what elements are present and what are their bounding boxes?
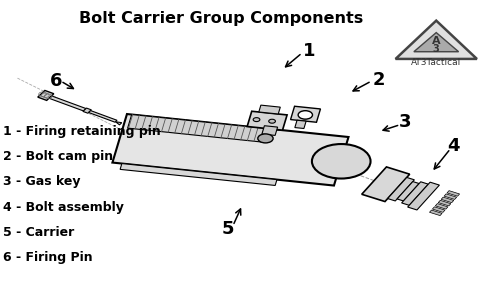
Text: 6: 6 bbox=[49, 72, 62, 90]
Text: 3: 3 bbox=[399, 113, 411, 131]
Polygon shape bbox=[49, 96, 86, 111]
Polygon shape bbox=[388, 177, 414, 201]
Polygon shape bbox=[396, 21, 477, 59]
Text: AT3Tactical: AT3Tactical bbox=[411, 59, 461, 67]
Text: 4: 4 bbox=[447, 137, 459, 155]
Polygon shape bbox=[402, 182, 428, 205]
Circle shape bbox=[312, 144, 371, 179]
Polygon shape bbox=[112, 114, 348, 186]
Text: 5 - Carrier: 5 - Carrier bbox=[3, 226, 74, 239]
Circle shape bbox=[258, 134, 273, 143]
Polygon shape bbox=[262, 126, 277, 135]
Polygon shape bbox=[438, 200, 451, 206]
Polygon shape bbox=[430, 210, 442, 216]
Text: 3: 3 bbox=[433, 44, 440, 54]
Polygon shape bbox=[414, 33, 458, 52]
Polygon shape bbox=[116, 122, 122, 125]
Text: Bolt Carrier Group Components: Bolt Carrier Group Components bbox=[79, 10, 363, 25]
Polygon shape bbox=[89, 111, 117, 122]
Circle shape bbox=[269, 119, 276, 123]
Text: 3 - Gas key: 3 - Gas key bbox=[3, 175, 81, 188]
Polygon shape bbox=[444, 194, 456, 200]
Polygon shape bbox=[247, 111, 287, 130]
Text: 2 - Bolt cam pin: 2 - Bolt cam pin bbox=[3, 150, 113, 163]
Polygon shape bbox=[259, 105, 280, 114]
Text: 2: 2 bbox=[372, 70, 385, 89]
Text: 5: 5 bbox=[222, 220, 234, 238]
Polygon shape bbox=[128, 115, 269, 142]
Polygon shape bbox=[38, 91, 54, 100]
Polygon shape bbox=[435, 203, 448, 209]
Text: 6 - Firing Pin: 6 - Firing Pin bbox=[3, 251, 93, 264]
Polygon shape bbox=[83, 108, 91, 113]
Polygon shape bbox=[432, 207, 445, 212]
Polygon shape bbox=[290, 106, 321, 122]
Polygon shape bbox=[295, 120, 306, 128]
Polygon shape bbox=[441, 197, 454, 203]
Polygon shape bbox=[120, 164, 277, 185]
Text: 4 - Bolt assembly: 4 - Bolt assembly bbox=[3, 201, 124, 214]
Circle shape bbox=[253, 118, 260, 122]
Circle shape bbox=[298, 111, 312, 119]
Text: 1: 1 bbox=[303, 42, 316, 60]
Text: A: A bbox=[432, 37, 441, 46]
Polygon shape bbox=[447, 191, 459, 196]
Text: 1 - Firing retaining pin: 1 - Firing retaining pin bbox=[3, 125, 161, 138]
Polygon shape bbox=[408, 182, 439, 210]
Polygon shape bbox=[397, 182, 419, 201]
Polygon shape bbox=[362, 167, 410, 201]
